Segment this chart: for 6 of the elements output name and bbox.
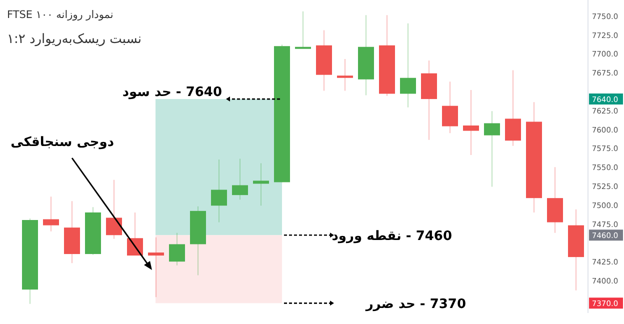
text: نمودار روزانه FTSE ۱۰۰ bbox=[7, 9, 114, 21]
ref-line-label: 7460 - نقطه ورود bbox=[332, 229, 452, 244]
annotation: دوجی سنجاقکی bbox=[10, 135, 114, 150]
ref-line-label: 7370 - حد ضرر bbox=[364, 297, 466, 312]
ref-line-label: 7640 - حد سود bbox=[122, 85, 222, 100]
text: نسبت ریسک‌به‌ریوارد ۱:۲ bbox=[7, 32, 142, 47]
